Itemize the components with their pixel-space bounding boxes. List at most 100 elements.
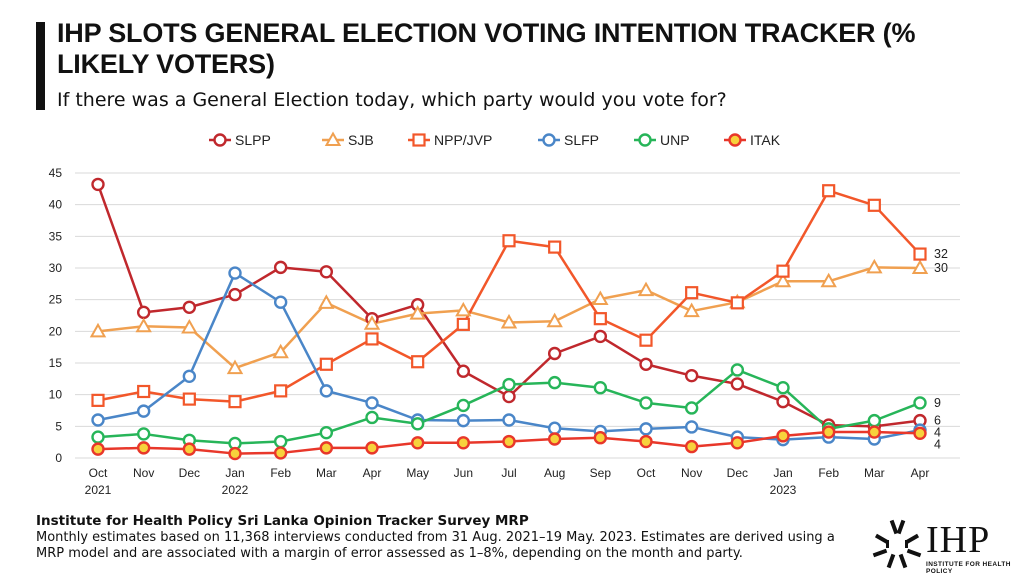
- data-point: [319, 357, 333, 371]
- y-tick-label: 35: [49, 229, 63, 243]
- data-point: [593, 381, 608, 395]
- data-point: [455, 301, 472, 317]
- logo-subtext: INSTITUTE FOR HEALTH POLICY: [926, 561, 1011, 575]
- data-point: [592, 290, 609, 306]
- page-title: IHP SLOTS GENERAL ELECTION VOTING INTENT…: [57, 18, 916, 79]
- data-point: [637, 281, 655, 297]
- data-point: [502, 234, 516, 248]
- end-value-label: 32: [934, 247, 948, 261]
- end-value-label: 9: [934, 396, 941, 410]
- x-tick-label: Nov: [681, 466, 702, 480]
- data-point: [365, 396, 379, 410]
- data-point: [136, 441, 151, 455]
- data-point: [272, 343, 289, 359]
- legend-label: ITAK: [750, 132, 781, 148]
- x-year-label: 2021: [85, 483, 112, 497]
- y-tick-label: 0: [55, 451, 62, 465]
- data-point: [228, 446, 242, 461]
- x-tick-label: Oct: [637, 466, 656, 480]
- data-point: [273, 434, 288, 449]
- ihp-logo: IHP INSTITUTE FOR HEALTH POLICY: [872, 516, 1012, 575]
- y-tick-label: 45: [49, 166, 63, 180]
- data-point: [228, 287, 242, 302]
- data-point: [409, 305, 426, 320]
- end-value-label: 4: [934, 438, 941, 452]
- data-point: [91, 442, 105, 456]
- legend-marker: [638, 133, 652, 147]
- y-tick-label: 25: [49, 293, 63, 307]
- data-point: [91, 413, 105, 427]
- data-point: [776, 429, 790, 443]
- legend-label: SLFP: [564, 132, 599, 148]
- logo-text: IHP: [926, 519, 991, 561]
- data-point: [181, 319, 198, 334]
- data-point: [683, 302, 700, 318]
- data-point: [548, 240, 562, 254]
- x-tick-label: Apr: [911, 466, 930, 480]
- data-point: [365, 410, 379, 425]
- end-value-label: 30: [934, 261, 948, 275]
- data-point: [684, 420, 699, 434]
- end-value-label: 4: [934, 426, 941, 440]
- data-point: [136, 427, 151, 441]
- data-point: [867, 413, 882, 428]
- data-point: [820, 272, 837, 288]
- data-point: [546, 312, 563, 328]
- data-point: [91, 430, 105, 444]
- data-point: [228, 266, 242, 280]
- x-tick-label: Nov: [133, 466, 154, 480]
- x-tick-label: Dec: [727, 466, 748, 480]
- x-tick-label: Jul: [501, 466, 516, 480]
- data-point: [776, 264, 790, 278]
- data-point: [456, 398, 471, 413]
- data-point: [182, 369, 197, 383]
- data-point: [456, 436, 471, 450]
- legend-label: UNP: [660, 132, 690, 148]
- data-point: [776, 394, 790, 409]
- data-point: [319, 425, 334, 440]
- data-point: [273, 260, 288, 275]
- source-title: Institute for Health Policy Sri Lanka Op…: [36, 513, 529, 529]
- data-point: [730, 377, 745, 391]
- data-point: [136, 404, 151, 418]
- y-tick-label: 10: [49, 388, 63, 402]
- data-point: [639, 434, 653, 449]
- data-point: [91, 177, 105, 192]
- data-point: [319, 384, 334, 398]
- data-point: [911, 259, 929, 274]
- data-point: [730, 436, 745, 450]
- data-point: [137, 384, 151, 399]
- x-tick-label: Jan: [225, 466, 244, 480]
- data-point: [685, 286, 699, 300]
- x-tick-label: Feb: [270, 466, 291, 480]
- x-year-label: 2023: [770, 483, 797, 497]
- data-point: [319, 265, 334, 279]
- legend-label: SJB: [348, 132, 374, 148]
- data-point: [593, 431, 608, 445]
- x-tick-label: Aug: [544, 466, 565, 480]
- data-point: [456, 413, 471, 428]
- ihp-seal-icon: [872, 519, 922, 569]
- data-point: [639, 357, 653, 371]
- data-point: [866, 258, 883, 274]
- data-point: [365, 441, 379, 455]
- data-point: [365, 332, 379, 346]
- data-point: [730, 296, 744, 310]
- data-point: [273, 446, 288, 460]
- data-point: [89, 322, 107, 338]
- data-point: [684, 401, 699, 415]
- data-point: [821, 425, 836, 439]
- y-tick-label: 5: [55, 419, 62, 433]
- page-subtitle: If there was a General Election today, w…: [57, 89, 727, 111]
- data-point: [318, 294, 335, 309]
- data-point: [547, 346, 562, 361]
- legend-marker: [412, 133, 426, 147]
- data-point: [411, 355, 425, 369]
- data-point: [182, 392, 196, 406]
- data-point: [730, 363, 745, 377]
- data-point: [867, 198, 881, 212]
- data-point: [500, 313, 518, 329]
- data-point: [639, 396, 653, 410]
- data-point: [228, 395, 242, 409]
- data-point: [456, 364, 471, 378]
